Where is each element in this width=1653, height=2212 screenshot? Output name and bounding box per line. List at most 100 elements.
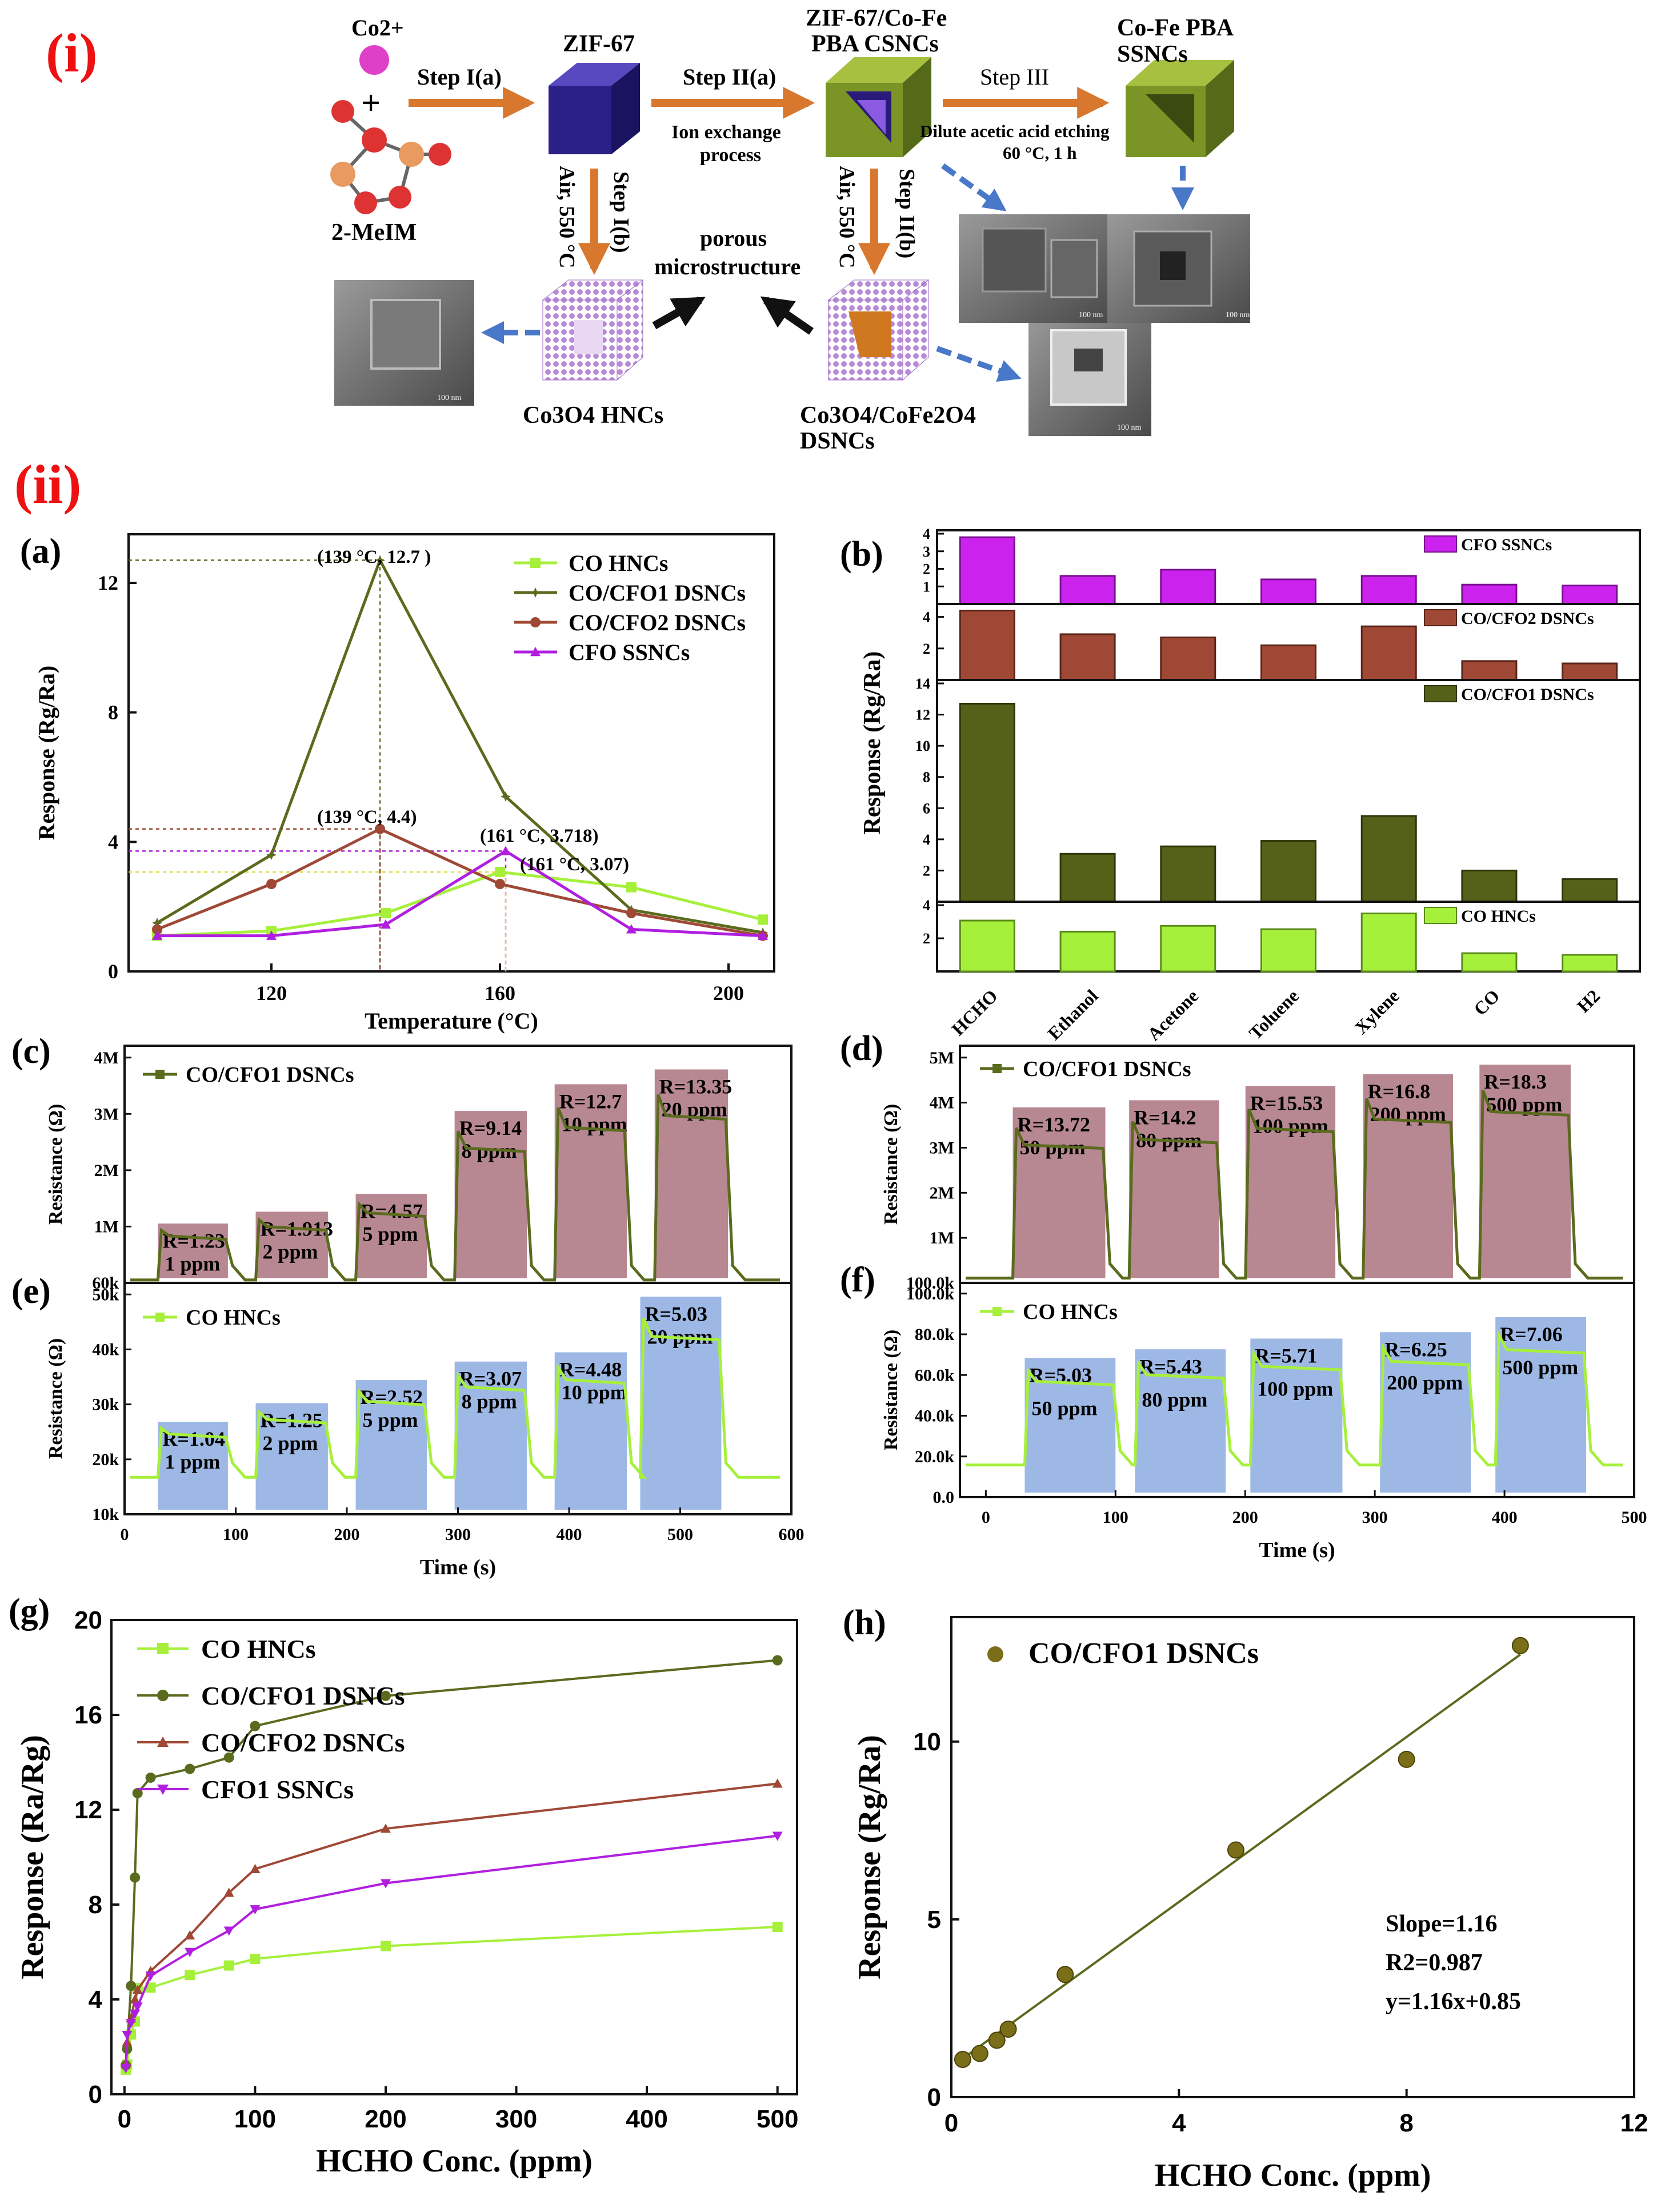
cs-label-2: PBA CSNCs: [811, 31, 939, 57]
y-tick-label: 40.0k: [915, 1407, 955, 1426]
data-point: [758, 930, 768, 940]
data-point: [132, 1985, 143, 1994]
y-tick-label: 0.0: [933, 1488, 955, 1507]
point-annotation: (139 °C, 12.7 ): [317, 547, 431, 567]
data-point: [145, 1971, 156, 1981]
data-point: [132, 1787, 143, 1798]
x-tick-label: 0: [121, 1525, 129, 1544]
y-axis-label: Resistance (Ω): [45, 1338, 66, 1459]
gas-exposure-box: [1135, 1349, 1226, 1493]
panel-label: (d): [840, 1029, 883, 1068]
bar: [1461, 952, 1518, 973]
concentration-label: 100 ppm: [1252, 1115, 1328, 1138]
legend-label: CO HNCs: [186, 1306, 281, 1330]
series-line: [157, 870, 763, 938]
legend-marker: [157, 1643, 169, 1654]
y-axis-label: Resistance (Ω): [45, 1104, 66, 1225]
plot-frame: [950, 1616, 1635, 2098]
y-tick-label: 50k: [92, 1285, 119, 1304]
gas-exposure-box: [255, 1211, 328, 1278]
legend-marker: [987, 1646, 1003, 1662]
data-point: [501, 846, 511, 855]
ratio-label: R=4.48: [559, 1358, 622, 1381]
legend-label: CO/CFO1 DSNCs: [186, 1063, 354, 1087]
bar: [959, 919, 1015, 973]
scale-bar-2: 100 nm: [1117, 423, 1142, 432]
plus-sign: +: [361, 84, 381, 122]
bar: [1059, 633, 1116, 681]
x-tick-label: Xylene: [1351, 985, 1403, 1038]
y-tick-label: 40k: [92, 1340, 119, 1359]
data-point: [495, 867, 505, 878]
data-point: [375, 823, 385, 834]
legend-label: CO/CFO2 DSNCs: [569, 610, 746, 635]
legend-marker: [530, 558, 541, 568]
legend-label: CFO1 SSNCs: [201, 1775, 354, 1804]
y-tick-label: 10: [913, 1728, 941, 1756]
bar: [1461, 869, 1518, 903]
x-tick-label: 600: [779, 1525, 805, 1544]
data-point: [1227, 1841, 1244, 1859]
data-point: [185, 1930, 195, 1940]
data-point: [223, 1960, 234, 1971]
x-tick-label: 100: [223, 1525, 249, 1544]
data-point: [250, 1905, 261, 1915]
bar: [1360, 625, 1417, 681]
ratio-label: R=16.8: [1368, 1080, 1431, 1103]
y-tick-label: 0: [927, 2083, 941, 2111]
bar: [1260, 928, 1316, 973]
legend-label: CO/CFO1 DSNCs: [1023, 1057, 1191, 1081]
response-curve: [130, 1318, 780, 1479]
panel-label: (g): [9, 1592, 50, 1631]
y-tick-label: 14: [915, 675, 930, 692]
data-point: [145, 1982, 156, 1993]
step2b-label: Step II(b): [895, 169, 919, 258]
x-tick-label: 200: [365, 2105, 406, 2133]
y-tick-label: 1: [923, 578, 930, 595]
legend-label: CO/CFO1 DSNCs: [569, 580, 746, 606]
gas-exposure-box: [1012, 1107, 1106, 1278]
methylimidazole-molecule: [330, 100, 451, 214]
ratio-label: R=13.72: [1018, 1113, 1091, 1136]
data-point: [772, 1655, 783, 1666]
x-tick-label: 0: [118, 2105, 131, 2133]
concentration-label: 10 ppm: [562, 1381, 627, 1404]
y-tick-label: 2: [923, 641, 930, 657]
concentration-label: 8 ppm: [462, 1390, 517, 1413]
x-tick-label: 400: [1492, 1508, 1518, 1527]
y-axis-label: Resistance (Ω): [880, 1104, 902, 1225]
ratio-label: R=18.3: [1484, 1070, 1547, 1093]
hnc-particle: [542, 279, 644, 381]
ratio-label: R=12.7: [559, 1090, 622, 1113]
y-tick-label: 10: [915, 738, 930, 754]
sem-image-ss: 100 nm: [1107, 214, 1250, 323]
plot-frame: [959, 1282, 1635, 1498]
y-axis-label: Response (Rg/Ra): [34, 666, 59, 841]
panel-g-concentration-chart: (g) 0 100 200 300 400 500 0 4 8 12 16 20 HCHO Conc. (…: [9, 1592, 798, 2179]
gas-exposure-box: [654, 1069, 729, 1278]
y-tick-label: 6: [923, 800, 930, 817]
x-tick-label: 300: [495, 2105, 537, 2133]
cs-label-1: ZIF-67/Co-Fe: [806, 5, 947, 31]
bar: [1562, 954, 1618, 973]
data-point: [185, 1970, 195, 1981]
concentration-label: 80 ppm: [1142, 1388, 1207, 1411]
legend-marker: [157, 1737, 169, 1747]
y-tick-label: 1M: [94, 1217, 119, 1236]
panel-c-resistance-chart: (c) 60k 1M 2M 3M 4M Resistance (Ω) R=1.231 ppm R…: [11, 1032, 793, 1293]
data-point: [381, 1879, 391, 1889]
x-tick-label: HCHO: [947, 985, 1002, 1039]
y-tick-label: 4: [89, 1986, 103, 2014]
legend-marker: [530, 647, 541, 657]
x-tick-label: 300: [445, 1525, 471, 1544]
data-point: [988, 2031, 1006, 2049]
x-tick-label: CO: [1470, 985, 1503, 1019]
data-point: [626, 882, 637, 893]
data-point: [132, 2002, 143, 2012]
plot-frame: [127, 533, 775, 973]
gas-exposure-box: [454, 1111, 527, 1278]
schematic-panel: (i) Co2+ + 2-MeIM Step I(a): [46, 5, 1250, 454]
hnc-label: Co3O4 HNCs: [523, 402, 663, 429]
data-point: [772, 1778, 783, 1788]
porous-arrow-right: [760, 296, 814, 335]
